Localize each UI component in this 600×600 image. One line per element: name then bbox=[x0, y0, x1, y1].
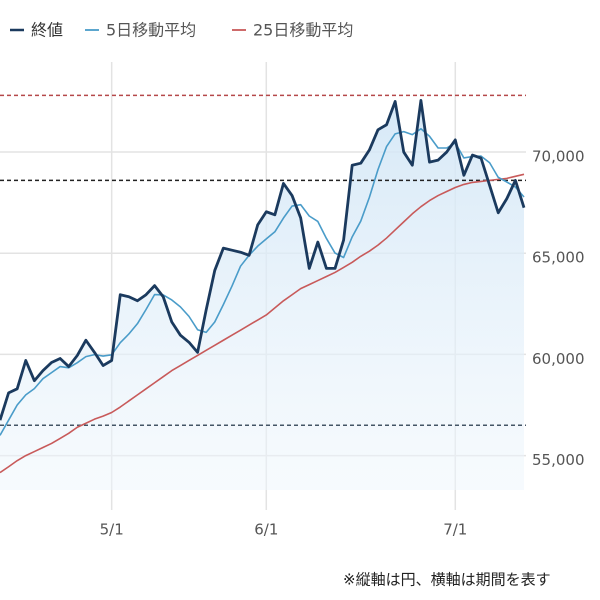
area-fill bbox=[0, 100, 524, 491]
series-line bbox=[0, 99, 526, 421]
x-tick-label: 5/1 bbox=[100, 521, 124, 539]
series-line bbox=[0, 173, 525, 474]
legend-label: 5日移動平均 bbox=[106, 21, 196, 40]
x-tick-label: 6/1 bbox=[254, 521, 278, 539]
y-tick-label: 70,000 bbox=[532, 148, 585, 166]
legend-label: 終値 bbox=[31, 21, 63, 40]
y-tick-label: 65,000 bbox=[532, 249, 585, 267]
y-tick-label: 60,000 bbox=[532, 350, 585, 368]
note: ※縦軸は円、横軸は期間を表す bbox=[343, 571, 551, 589]
y-tick-label: 55,000 bbox=[532, 451, 585, 469]
series-line bbox=[0, 127, 525, 436]
x-tick-label: 7/1 bbox=[443, 521, 467, 539]
legend-label: 25日移動平均 bbox=[253, 21, 353, 40]
